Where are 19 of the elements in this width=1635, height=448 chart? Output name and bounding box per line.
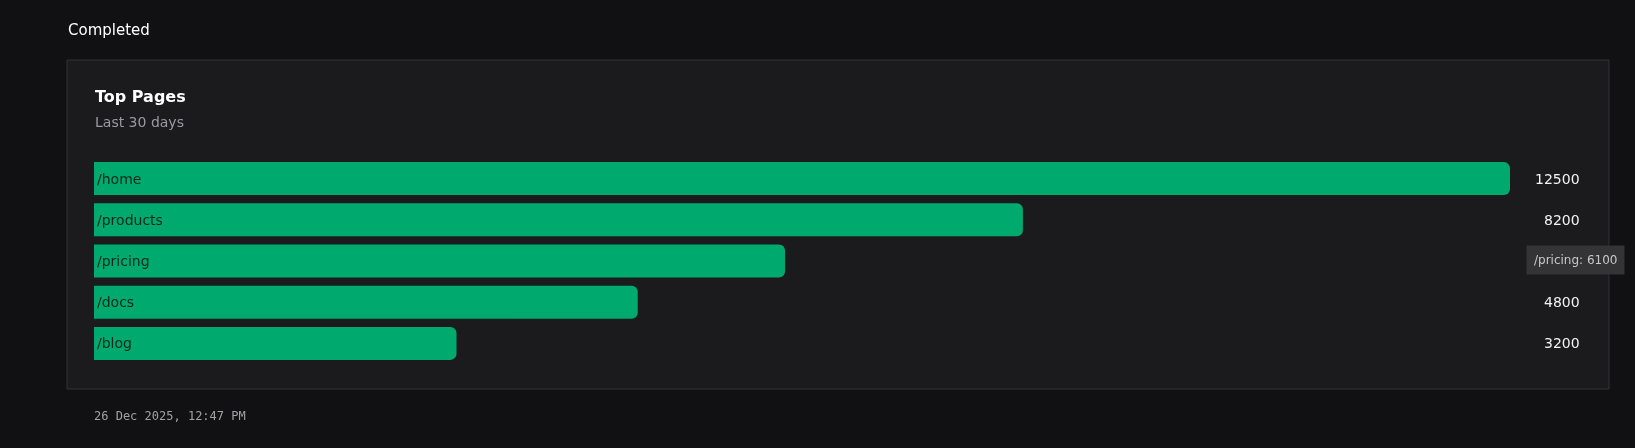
y-tick-label: /docs bbox=[97, 294, 135, 311]
chart-subtitle: Last 30 days bbox=[95, 114, 184, 130]
text: /pricing: 6100 bbox=[1534, 253, 1618, 267]
data-label: 3200 bbox=[1544, 335, 1580, 351]
bar bbox=[94, 203, 1023, 237]
data-label: 4800 bbox=[1544, 294, 1580, 310]
data-label: 12500 bbox=[1535, 171, 1580, 187]
chart-title: Top Pages bbox=[95, 87, 186, 106]
data-label: 8200 bbox=[1544, 212, 1580, 228]
y-tick-label: /products bbox=[97, 211, 163, 228]
bar bbox=[94, 326, 457, 360]
text: Completed bbox=[68, 21, 150, 39]
y-tick-label: /pricing bbox=[97, 253, 150, 269]
y-tick-label: /blog bbox=[97, 335, 132, 352]
y-tick-label: /home bbox=[97, 170, 142, 187]
bar bbox=[94, 285, 638, 319]
bar bbox=[94, 244, 786, 278]
bar bbox=[94, 162, 1510, 196]
text: 26 Dec 2025, 12:47 PM bbox=[94, 409, 246, 423]
